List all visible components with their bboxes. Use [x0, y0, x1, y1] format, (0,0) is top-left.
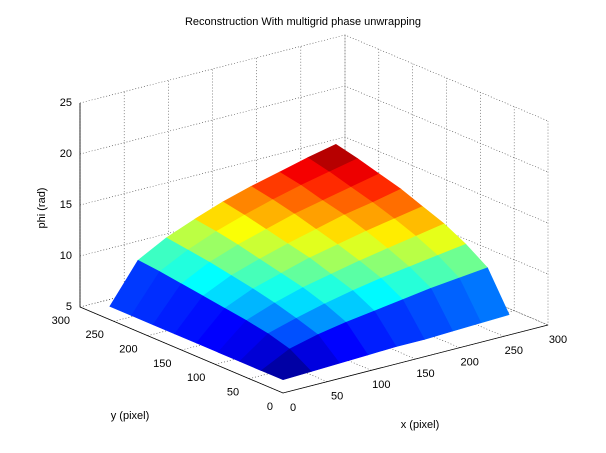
x-tick-label: 300	[549, 334, 567, 346]
grid-line	[79, 136, 549, 224]
x-tick-label: 100	[372, 379, 390, 391]
y-tick-label: 100	[187, 372, 205, 384]
x-tick-label: 200	[460, 357, 478, 369]
surface	[109, 143, 510, 381]
x-tick-label: 0	[290, 402, 296, 414]
x-tick-label: 50	[331, 391, 343, 403]
x-axis-label: x (pixel)	[401, 419, 440, 431]
y-tick-label: 150	[153, 358, 171, 370]
grid-line	[249, 106, 515, 379]
y-tick-label: 0	[267, 401, 273, 413]
grid-line	[79, 85, 549, 173]
z-axis-label: phi (rad)	[36, 188, 48, 229]
x-tick-label: 250	[505, 345, 523, 357]
y-tick-label: 250	[85, 329, 103, 341]
x-tick-label: 150	[416, 368, 434, 380]
z-tick-label: 15	[60, 199, 72, 211]
y-tick-label: 200	[119, 344, 137, 356]
tick-labels: 0 50 100 150 200 250 300 0 50 100 150 200 250 300 5 10 1…	[52, 97, 568, 414]
z-tick-label: 10	[60, 250, 72, 262]
y-tick-label: 300	[52, 315, 70, 327]
z-tick-label: 5	[66, 301, 72, 313]
chart-title: Reconstruction With multigrid phase unwr…	[185, 16, 421, 28]
z-tick-label: 20	[60, 148, 72, 160]
z-tick-label: 25	[60, 97, 72, 109]
grid-line	[79, 34, 549, 122]
y-tick-label: 50	[227, 387, 239, 399]
y-axis-label: y (pixel)	[111, 410, 150, 422]
surface-patch	[260, 348, 312, 381]
axis-line	[79, 103, 549, 394]
